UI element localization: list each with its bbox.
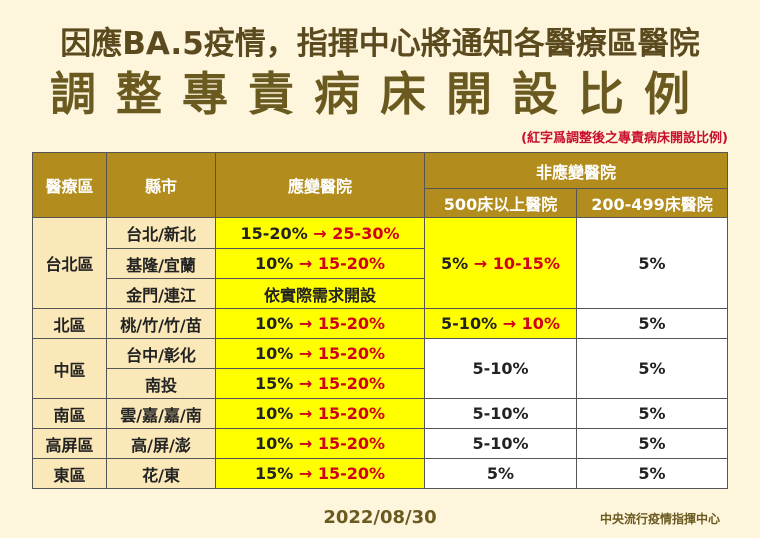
- county-cell: 花/東: [106, 458, 216, 489]
- header-response-hospital: 應變醫院: [215, 152, 425, 218]
- publish-date: 2022/08/30: [323, 507, 437, 528]
- over500-ratio-cell: 5% → 10-15%: [424, 217, 577, 309]
- over500-ratio-cell: 5-10%: [424, 338, 577, 399]
- response-ratio-cell: 15% → 15-20%: [215, 368, 425, 399]
- bed-ratio-table: 醫療區 縣市 應變醫院 非應變醫院 500床以上醫院 200-499床醫院 台北…: [32, 152, 728, 489]
- response-ratio-cell: 10% → 15-20%: [215, 248, 425, 279]
- b200-ratio-cell: 5%: [576, 338, 728, 399]
- table-row: 南投 15% → 15-20%: [33, 368, 728, 399]
- region-cell: 中區: [32, 338, 107, 399]
- county-cell: 基隆/宜蘭: [106, 248, 216, 279]
- b200-ratio-cell: 5%: [576, 398, 728, 429]
- response-ratio-cell: 10% → 15-20%: [215, 308, 425, 339]
- region-cell: 南區: [32, 398, 107, 429]
- header-county: 縣市: [106, 152, 216, 218]
- table-row: 金門/連江 依實際需求開設: [33, 278, 728, 309]
- county-cell: 高/屏/澎: [106, 428, 216, 459]
- table-row: 中區 台中/彰化 10% → 15-20% 5-10% 5%: [32, 338, 728, 399]
- response-ratio-cell: 15-20% → 25-30%: [215, 217, 425, 249]
- county-cell: 台中/彰化: [106, 338, 216, 369]
- table-row: 北區 桃/竹/竹/苗 10% → 15-20% 5-10% → 10% 5%: [32, 308, 728, 339]
- table-row: 南區 雲/嘉/嘉/南 10% → 15-20% 5-10% 5%: [32, 398, 728, 429]
- region-cell: 台北區: [32, 217, 107, 309]
- over500-ratio-cell: 5-10%: [424, 428, 577, 459]
- publisher-org: 中央流行疫情指揮中心: [599, 512, 720, 526]
- county-cell: 南投: [106, 368, 216, 399]
- over500-ratio-cell: 5%: [424, 458, 577, 489]
- b200-ratio-cell: 5%: [576, 308, 728, 339]
- table-row: 高屏區 高/屏/澎 10% → 15-20% 5-10% 5%: [32, 428, 728, 459]
- table-row: 基隆/宜蘭 10% → 15-20%: [33, 248, 728, 279]
- b200-ratio-cell: 5%: [576, 428, 728, 459]
- header-200-499-beds: 200-499床醫院: [576, 188, 728, 218]
- region-cell: 北區: [32, 308, 107, 339]
- table-row: 台北區 台北/新北 15-20% → 25-30% 5% → 10-15% 5%: [32, 217, 728, 309]
- county-cell: 桃/竹/竹/苗: [106, 308, 216, 339]
- b200-ratio-cell: 5%: [576, 458, 728, 489]
- table-row: 東區 花/東 15% → 15-20% 5% 5%: [32, 458, 728, 489]
- header-500-beds: 500床以上醫院: [424, 188, 577, 218]
- response-ratio-cell: 依實際需求開設: [215, 278, 425, 309]
- county-cell: 雲/嘉/嘉/南: [106, 398, 216, 429]
- region-cell: 東區: [32, 458, 107, 489]
- title-line2: 調整專責病床開設比例: [50, 67, 710, 121]
- response-ratio-cell: 10% → 15-20%: [215, 428, 425, 459]
- over500-ratio-cell: 5-10% → 10%: [424, 308, 577, 339]
- header-region: 醫療區: [32, 152, 107, 218]
- county-cell: 台北/新北: [106, 217, 216, 249]
- response-ratio-cell: 10% → 15-20%: [215, 398, 425, 429]
- over500-ratio-cell: 5-10%: [424, 398, 577, 429]
- title-line1: 因應BA.5疫情，指揮中心將通知各醫療區醫院: [60, 26, 700, 62]
- response-ratio-cell: 10% → 15-20%: [215, 338, 425, 369]
- county-cell: 金門/連江: [106, 278, 216, 309]
- b200-ratio-cell: 5%: [576, 217, 728, 309]
- region-cell: 高屏區: [32, 428, 107, 459]
- response-ratio-cell: 15% → 15-20%: [215, 458, 425, 489]
- header-non-response-hospital: 非應變醫院: [424, 152, 728, 189]
- red-text-note: (紅字爲調整後之專責病床開設比例): [521, 131, 728, 146]
